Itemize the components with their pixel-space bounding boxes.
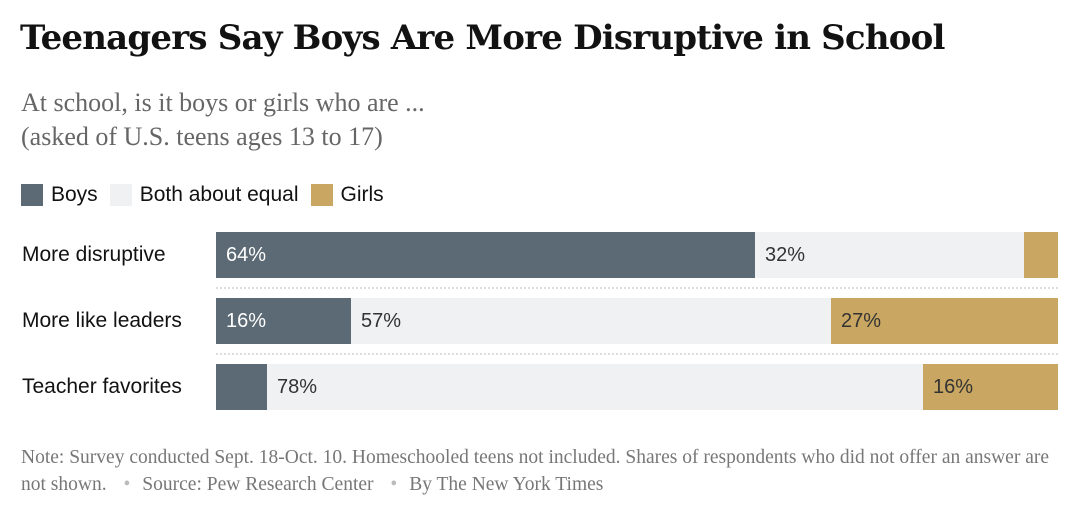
legend-label-equal: Both about equal xyxy=(139,183,299,206)
bar-segment-girls: 16% xyxy=(923,364,1058,410)
legend-swatch-girls xyxy=(310,184,333,206)
row-label: Teacher favorites xyxy=(22,375,182,398)
bar-segment-equal: 78% xyxy=(267,364,923,410)
separator-dot: • xyxy=(123,474,131,495)
chart-legend: Boys Both about equal Girls xyxy=(21,182,396,208)
separator-dot: • xyxy=(390,474,398,495)
bar-segment-boys xyxy=(216,364,267,410)
bar-segment-equal: 32% xyxy=(755,232,1024,278)
legend-item-equal: Both about equal xyxy=(109,183,299,207)
byline-text: By The New York Times xyxy=(409,474,604,495)
chart-subtitle: At school, is it boys or girls who are .… xyxy=(21,88,425,117)
row-divider xyxy=(216,287,1058,289)
bar-segment-equal: 57% xyxy=(351,298,831,344)
legend-label-girls: Girls xyxy=(340,183,384,206)
bar-segment-boys: 16% xyxy=(216,298,351,344)
source-text: Source: Pew Research Center xyxy=(142,474,374,495)
legend-item-girls: Girls xyxy=(310,183,384,207)
legend-item-boys: Boys xyxy=(21,183,98,207)
bar-segment-girls xyxy=(1024,232,1058,278)
chart-title: Teenagers Say Boys Are More Disruptive i… xyxy=(20,18,945,58)
legend-swatch-equal xyxy=(109,184,132,206)
row-label: More like leaders xyxy=(22,309,182,332)
chart-footnote: Note: Survey conducted Sept. 18-Oct. 10.… xyxy=(21,444,1066,498)
bar-segment-girls: 27% xyxy=(831,298,1058,344)
note-text: Note: Survey conducted Sept. 18-Oct. 10.… xyxy=(21,447,1050,495)
legend-swatch-boys xyxy=(21,184,43,206)
row-label: More disruptive xyxy=(22,243,166,266)
legend-label-boys: Boys xyxy=(51,183,98,206)
row-divider xyxy=(216,353,1058,355)
chart-subtitle-note: (asked of U.S. teens ages 13 to 17) xyxy=(21,122,383,151)
bar-segment-boys: 64% xyxy=(216,232,755,278)
